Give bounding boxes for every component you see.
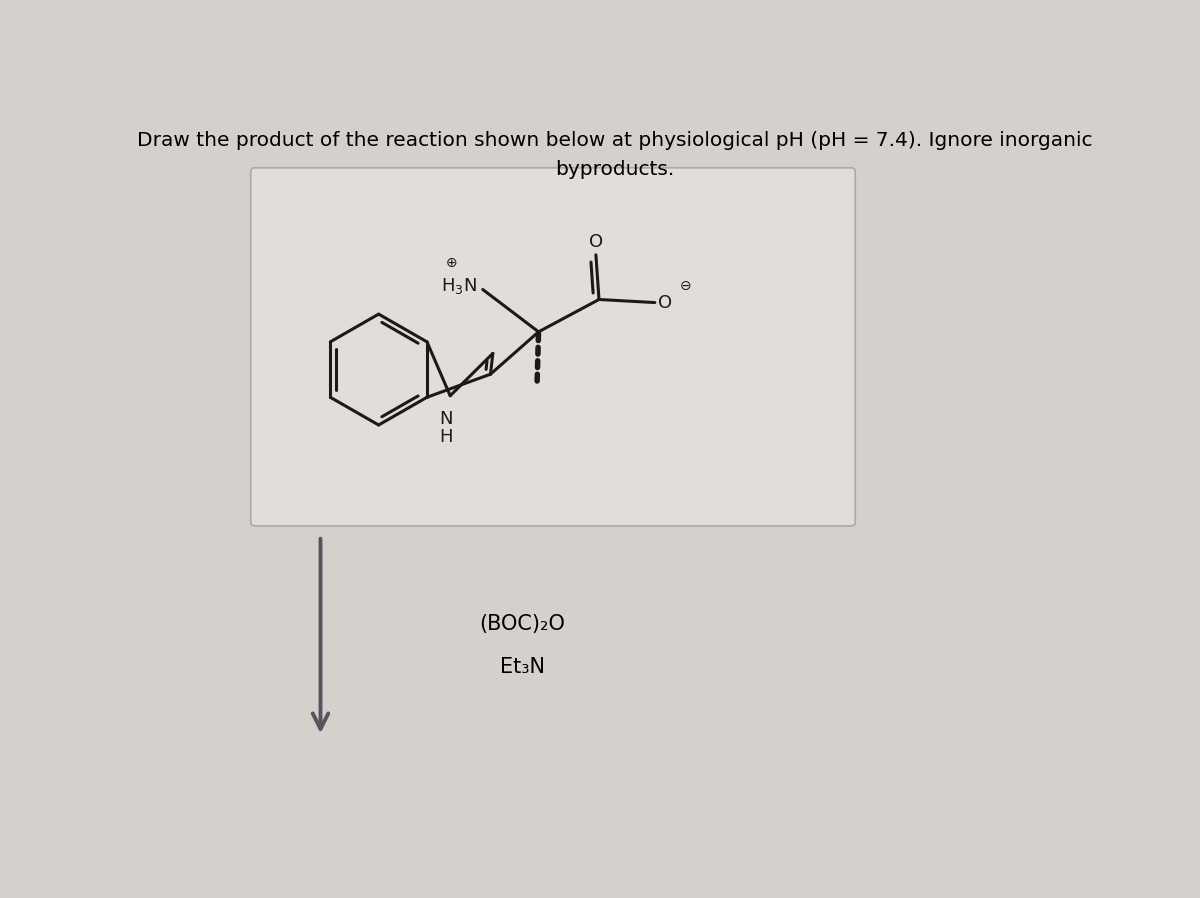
Text: O: O (589, 233, 602, 251)
FancyBboxPatch shape (251, 168, 856, 526)
Text: (BOC)₂O: (BOC)₂O (479, 613, 565, 634)
Text: O: O (658, 294, 672, 312)
Text: byproducts.: byproducts. (556, 160, 674, 179)
Text: ⊖: ⊖ (680, 278, 691, 293)
Text: Draw the product of the reaction shown below at physiological pH (pH = 7.4). Ign: Draw the product of the reaction shown b… (137, 131, 1093, 150)
Text: Et₃N: Et₃N (499, 656, 545, 677)
Text: N: N (439, 409, 454, 427)
Text: ⊕: ⊕ (446, 256, 457, 269)
Text: H: H (439, 428, 454, 446)
Text: $\mathregular{H_3N}$: $\mathregular{H_3N}$ (440, 277, 476, 296)
